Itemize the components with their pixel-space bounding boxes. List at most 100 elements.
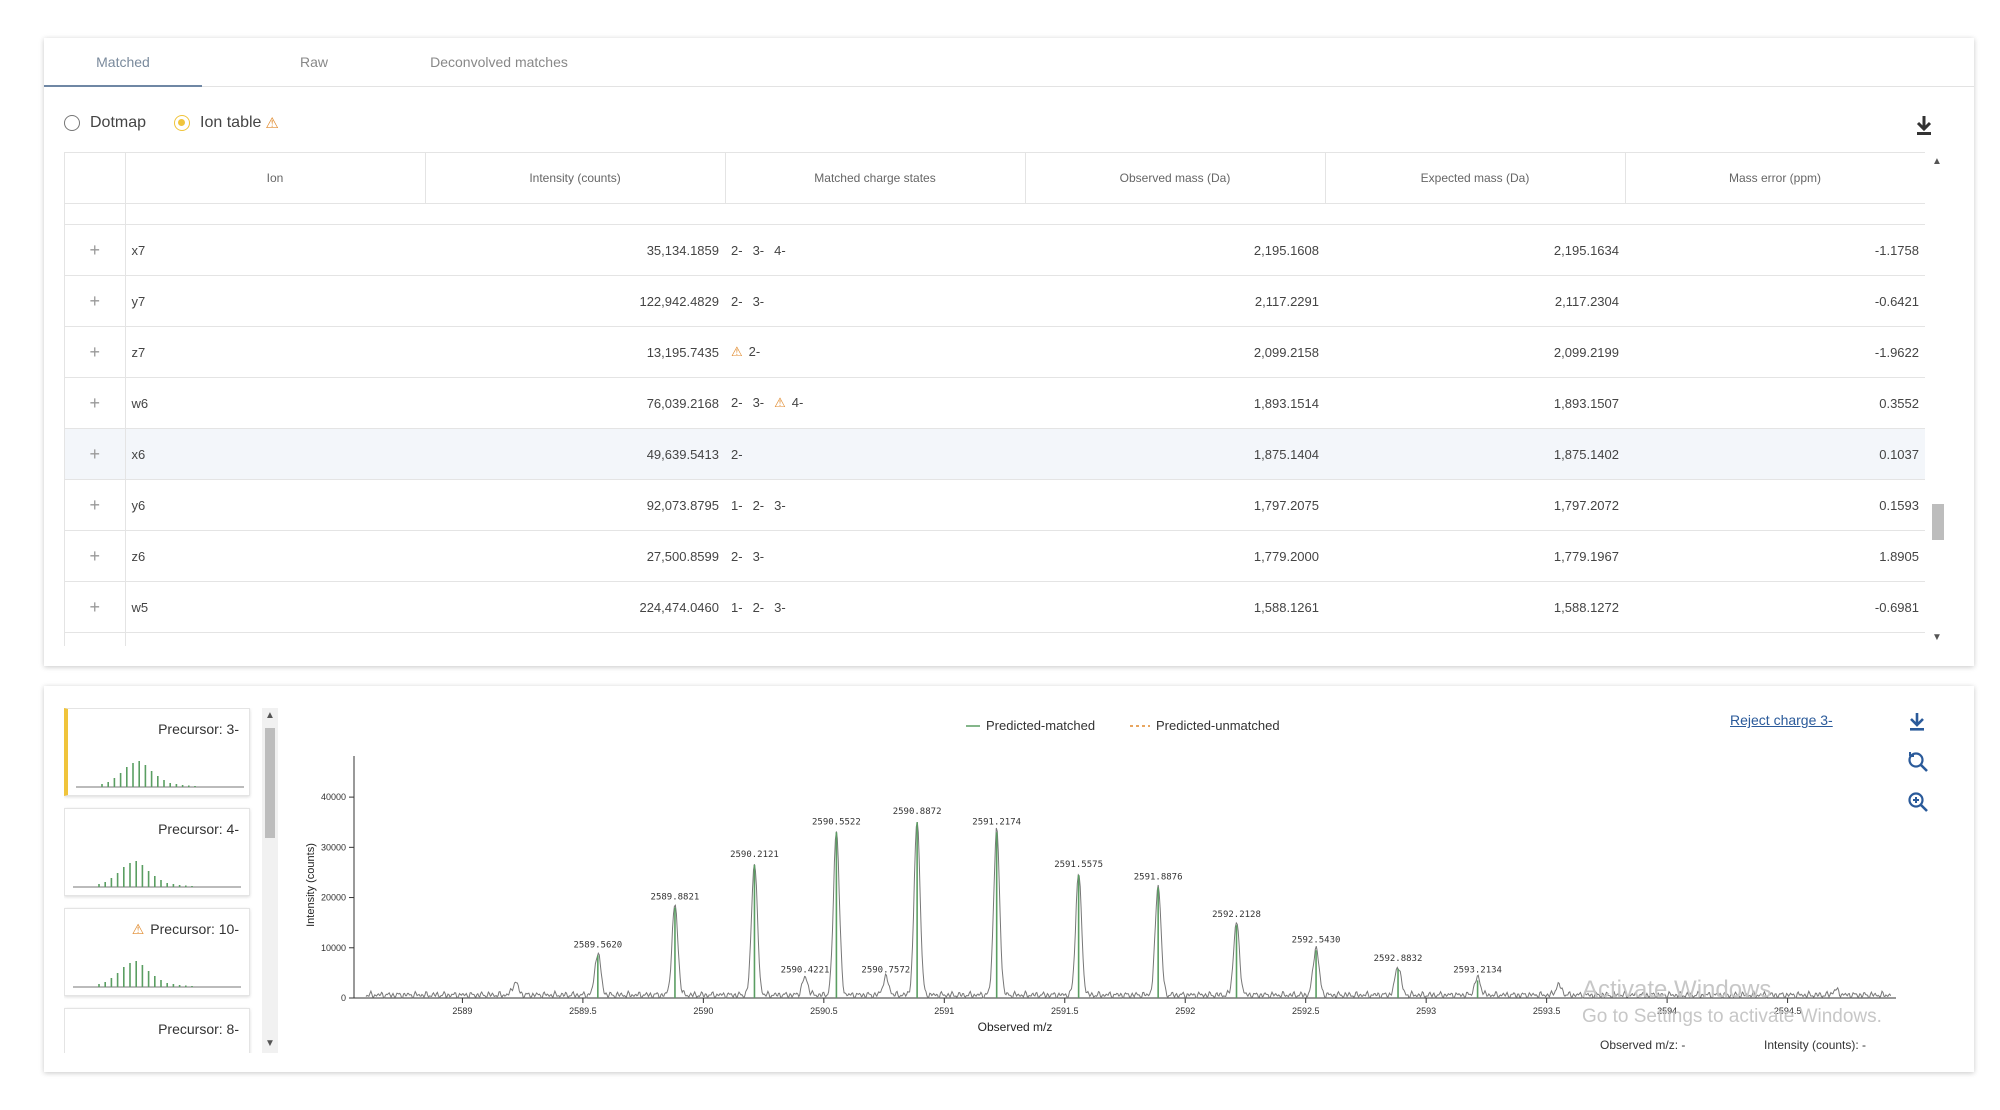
x-tick-label: 2592.5 <box>1292 1006 1320 1016</box>
dotmap-label[interactable]: Dotmap <box>90 114 147 131</box>
mass-error-cell: -0.6981 <box>1625 581 1925 633</box>
plus-icon[interactable]: + <box>65 479 126 531</box>
mass-error-cell: 1.8905 <box>1625 530 1925 582</box>
ion-cell: x7 <box>125 224 425 276</box>
intensity-cell: 35,134.1859 <box>425 224 725 276</box>
tab-raw[interactable]: Raw <box>299 54 328 70</box>
scroll-up-icon[interactable]: ▲ <box>265 710 275 721</box>
x-tick-label: 2594 <box>1657 1006 1677 1016</box>
ion-table-label[interactable]: Ion table <box>200 114 262 131</box>
reject-charge-link[interactable]: Reject charge 3- <box>1730 712 1833 728</box>
observed-mass-cell: 2,099.2158 <box>1025 326 1325 378</box>
intensity-cell: 13,195.7435 <box>425 326 725 378</box>
table-row[interactable]: + y6 92,073.8795 1- 2- 3- 1,797.2075 1,797.2072… <box>65 479 1925 531</box>
col-mass-error[interactable]: Mass error (ppm) <box>1625 152 1925 204</box>
warning-icon: ⚠ <box>265 115 279 132</box>
plus-icon[interactable]: + <box>65 326 126 378</box>
scroll-down-icon[interactable]: ▼ <box>1932 632 1942 643</box>
plus-icon[interactable]: + <box>65 530 126 582</box>
plus-icon[interactable]: + <box>65 224 126 276</box>
x-tick-label: 2591 <box>934 1006 954 1016</box>
tab-matched[interactable]: Matched <box>44 38 202 87</box>
spectrum-chart[interactable]: 0 10000 20000 30000 40000 2589 2589.5 2590 2590.… <box>290 696 1930 1046</box>
charge-states-cell: 2- 3- 4- <box>725 224 1025 276</box>
dotmap-radio[interactable] <box>64 115 80 131</box>
precursor-thumbnail <box>73 961 241 988</box>
col-expected-mass[interactable]: Expected mass (Da) <box>1325 152 1626 204</box>
expected-mass-cell: 2,195.1634 <box>1325 224 1625 276</box>
charge-state: 3- <box>774 599 786 615</box>
table-row[interactable]: + x7 35,134.1859 2- 3- 4- 2,195.1608 2,195.1634… <box>65 224 1925 276</box>
mz-readout: Observed m/z: - <box>1600 1038 1686 1052</box>
plus-icon[interactable]: + <box>65 377 126 429</box>
precursor-card[interactable]: Precursor: 3- <box>64 708 250 796</box>
expected-mass-cell: 1,875.1402 <box>1325 428 1625 480</box>
charge-state: 2- <box>731 242 743 258</box>
charge-state: 2- <box>731 548 743 564</box>
x-tick-label: 2590 <box>693 1006 713 1016</box>
charge-state: 4- <box>774 242 786 258</box>
charge-state: 2- <box>731 446 743 462</box>
charge-states-cell: 1- 2- 3- <box>725 581 1025 633</box>
view-toggle: Dotmap Ion table ⚠ <box>64 108 279 138</box>
col-observed-mass[interactable]: Observed mass (Da) <box>1025 152 1326 204</box>
ion-table: Ion Intensity (counts) Matched charge st… <box>64 152 1925 646</box>
charge-state: 3- <box>752 395 765 410</box>
observed-mass-cell: 1,588.1261 <box>1025 581 1325 633</box>
charge-state: 3- <box>752 242 765 258</box>
precursor-scrollbar[interactable]: ▲ ▼ <box>262 708 278 1053</box>
expected-mass-cell: 2,117.2304 <box>1325 275 1625 327</box>
plus-icon[interactable]: + <box>65 275 126 327</box>
table-scrollbar[interactable]: ▲ ▼ <box>1930 152 1946 646</box>
ion-cell: w5 <box>125 581 425 633</box>
x-tick-label: 2590.5 <box>810 1006 838 1016</box>
precursor-card[interactable]: ⚠ Precursor: 10- <box>64 908 250 996</box>
warning-icon: ⚠ <box>731 344 743 359</box>
x-tick-label: 2589 <box>452 1006 472 1016</box>
scroll-down-icon[interactable]: ▼ <box>265 1038 275 1049</box>
col-matched-charge-states[interactable]: Matched charge states <box>725 152 1026 204</box>
charge-state: 3- <box>774 497 786 513</box>
scroll-up-icon[interactable]: ▲ <box>1932 156 1942 167</box>
ion-table-radio[interactable] <box>174 115 191 131</box>
zoom-icon[interactable] <box>1906 790 1936 820</box>
reset-zoom-icon[interactable] <box>1906 750 1936 780</box>
table-row[interactable]: + w6 76,039.2168 2- 3- ⚠ 4- 1,893.1514 1,893.150… <box>65 377 1925 429</box>
download-icon[interactable] <box>1914 114 1934 142</box>
charge-state: 1- <box>731 599 743 615</box>
table-row[interactable]: + w5 224,474.0460 1- 2- 3- 1,588.1261 1,588.127… <box>65 581 1925 633</box>
scroll-thumb[interactable] <box>265 728 275 838</box>
precursor-card[interactable]: Precursor: 4- <box>64 808 250 896</box>
y-tick-label: 10000 <box>321 943 346 953</box>
peak-label: 2592.8832 <box>1374 954 1423 964</box>
peak-label: 2591.2174 <box>972 817 1021 827</box>
ion-cell: y6 <box>125 479 425 531</box>
observed-mass-cell: 2,195.1608 <box>1025 224 1325 276</box>
col-intensity[interactable]: Intensity (counts) <box>425 152 726 204</box>
intensity-cell: 122,942.4829 <box>425 275 725 327</box>
ion-cell: z7 <box>125 326 425 378</box>
precursor-label: Precursor: 3- <box>158 721 239 737</box>
table-row-partial <box>65 632 1925 646</box>
peak-label: 2593.2134 <box>1453 965 1502 975</box>
ion-cell: w6 <box>125 377 425 429</box>
intensity-cell: 27,500.8599 <box>425 530 725 582</box>
observed-mass-cell: 1,779.2000 <box>1025 530 1325 582</box>
table-row[interactable]: + x6 49,639.5413 2- 1,875.1404 1,875.1402 0.10… <box>65 428 1925 480</box>
table-row[interactable]: + y7 122,942.4829 2- 3- 2,117.2291 2,117.2304-… <box>65 275 1925 327</box>
table-row[interactable]: + z6 27,500.8599 2- 3- 1,779.2000 1,779.1967 1.… <box>65 530 1925 582</box>
mass-error-cell: 0.1593 <box>1625 479 1925 531</box>
precursor-label: ⚠ Precursor: 10- <box>131 921 239 937</box>
scroll-thumb[interactable] <box>1932 504 1944 540</box>
table-row[interactable]: + z7 13,195.7435 ⚠ 2- 2,099.2158 2,099.2199 -1.… <box>65 326 1925 378</box>
col-ion[interactable]: Ion <box>125 152 426 204</box>
tab-deconvolved-matches[interactable]: Deconvolved matches <box>430 54 568 70</box>
precursor-card[interactable]: Precursor: 8- <box>64 1008 250 1053</box>
plus-icon[interactable]: + <box>65 581 126 633</box>
charge-states-cell: 2- 3- <box>725 275 1025 327</box>
plus-icon[interactable]: + <box>65 428 126 480</box>
legend-matched-label: Predicted-matched <box>986 718 1095 733</box>
x-tick-label: 2591.5 <box>1051 1006 1079 1016</box>
precursor-thumbnail <box>73 861 241 888</box>
download-icon[interactable] <box>1906 710 1936 740</box>
